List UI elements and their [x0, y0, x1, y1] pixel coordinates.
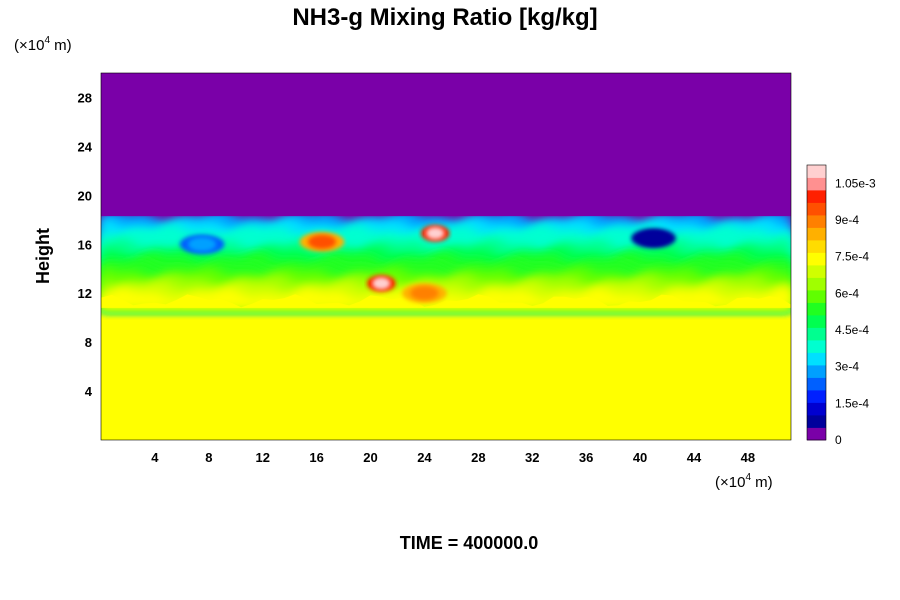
- colorbar-swatch: [807, 290, 826, 303]
- colorbar-tick-label: 9e-4: [835, 213, 859, 227]
- colorbar-tick-label: 1.05e-3: [835, 176, 876, 190]
- x-tick-label: 24: [417, 450, 432, 465]
- layer-0: [101, 307, 791, 440]
- colorbar-swatch: [807, 215, 826, 228]
- colorbar: [806, 164, 827, 441]
- colorbar-swatch: [807, 315, 826, 328]
- y-tick-label: 16: [78, 237, 92, 252]
- colorbar-swatch: [807, 302, 826, 316]
- x-tick-label: 32: [525, 450, 539, 465]
- x-axis-unit: (×104 m): [715, 472, 773, 491]
- colorbar-tick-label: 6e-4: [835, 286, 859, 300]
- y-tick-labels: 4 8 12 16 20 24 28: [78, 90, 93, 399]
- colorbar-swatch: [807, 402, 826, 416]
- colorbar-swatch: [807, 240, 826, 253]
- layer-1: [101, 209, 791, 308]
- x-tick-label: 44: [687, 450, 702, 465]
- feature-5: [639, 231, 668, 246]
- colorbar-swatch: [807, 327, 826, 341]
- colorbar-tick-label: 0: [835, 433, 842, 447]
- x-tick-label: 28: [471, 450, 485, 465]
- y-tick-label: 20: [78, 188, 92, 203]
- colorbar-tick-label: 3e-4: [835, 360, 859, 374]
- feature-3: [410, 286, 439, 301]
- colorbar-swatch: [807, 365, 826, 378]
- colorbar-swatch: [807, 277, 826, 291]
- colorbar-frame: [806, 164, 827, 441]
- y-tick-label: 28: [78, 90, 92, 105]
- x-tick-labels: 4 8 12 16 20 24 28 32 36 40 44 48: [151, 450, 755, 465]
- y-tick-label: 24: [78, 139, 93, 154]
- colorbar-swatch: [807, 427, 826, 441]
- y-axis-label: Height: [33, 228, 53, 284]
- colorbar-tick-label: 4.5e-4: [835, 323, 869, 337]
- colorbar-swatch: [807, 340, 826, 353]
- x-tick-label: 20: [363, 450, 377, 465]
- field-features: [179, 224, 676, 304]
- feature-0: [308, 234, 337, 249]
- colorbar-swatch: [807, 190, 826, 203]
- colorbar-swatch: [807, 390, 826, 403]
- colorbar-tick-label: 1.5e-4: [835, 396, 869, 410]
- x-tick-label: 12: [255, 450, 269, 465]
- colorbar-swatch: [807, 165, 826, 178]
- colorbar-swatch: [807, 202, 826, 216]
- plot-area: [101, 73, 791, 440]
- band-12: [101, 294, 791, 308]
- field-layers: [101, 73, 791, 440]
- y-tick-label: 4: [85, 384, 93, 399]
- y-tick-label: 12: [78, 286, 92, 301]
- x-tick-label: 40: [633, 450, 647, 465]
- layer-2: [101, 73, 791, 217]
- feature-1: [372, 277, 391, 290]
- colorbar-swatch: [807, 265, 826, 278]
- x-tick-label: 4: [151, 450, 159, 465]
- colorbar-tick-label: 7.5e-4: [835, 250, 869, 264]
- y-tick-label: 8: [85, 335, 92, 350]
- y-axis-unit: (×104 m): [14, 35, 72, 54]
- x-tick-label: 16: [309, 450, 323, 465]
- plot-frame: [100, 72, 792, 441]
- x-tick-label: 36: [579, 450, 593, 465]
- colorbar-swatch: [807, 252, 826, 266]
- colorbar-swatch: [807, 227, 826, 241]
- colorbar-swatch: [807, 352, 826, 366]
- colorbar-swatch: [807, 177, 826, 191]
- x-tick-label: 48: [741, 450, 755, 465]
- time-label: TIME = 400000.0: [400, 533, 539, 553]
- colorbar-swatch: [807, 415, 826, 428]
- feature-2: [426, 227, 445, 240]
- x-tick-label: 8: [205, 450, 212, 465]
- colorbar-swatch: [807, 377, 826, 391]
- colorbar-tick-labels: 0 1.5e-4 3e-4 4.5e-4 6e-4 7.5e-4 9e-4 1.05e-3: [835, 176, 876, 447]
- feature-4: [188, 237, 217, 252]
- chart-title: NH3-g Mixing Ratio [kg/kg]: [292, 4, 597, 31]
